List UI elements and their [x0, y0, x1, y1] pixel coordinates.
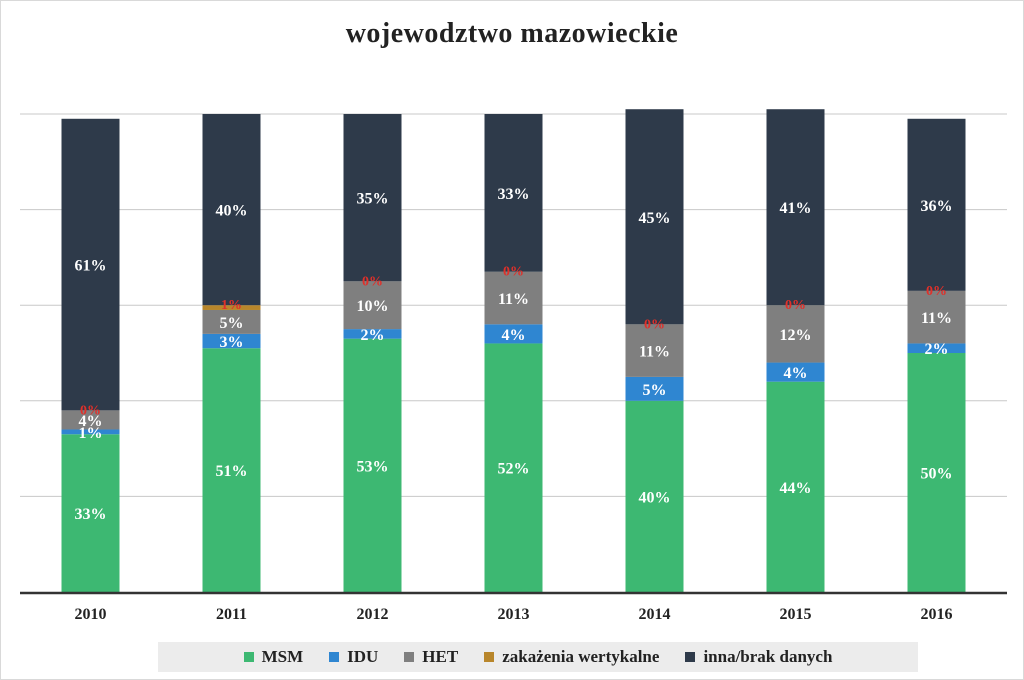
data-label: 4% [784, 365, 808, 382]
chart-title: wojewodztwo mazowieckie [345, 18, 679, 49]
data-label: 12% [780, 327, 812, 344]
data-label: 0% [362, 274, 383, 289]
legend-label: HET [422, 647, 459, 666]
bar-segment [625, 109, 684, 325]
bar-segment [484, 114, 543, 272]
legend-label: MSM [261, 647, 304, 666]
data-label: 52% [498, 461, 530, 478]
data-label: 33% [75, 506, 107, 523]
legend-swatch [329, 652, 340, 662]
legend-swatch [685, 652, 696, 662]
bar-segment [202, 114, 261, 306]
data-label: 61% [75, 258, 107, 275]
x-tick-label: 2012 [357, 606, 389, 623]
bar-segment [907, 290, 966, 344]
data-label: 2% [925, 341, 949, 358]
bar-segment [766, 109, 825, 306]
x-tick-label: 2010 [75, 606, 107, 623]
bar-segment [343, 338, 402, 592]
bar-segment [484, 271, 543, 325]
bar-segment [484, 324, 543, 344]
bar-segment [766, 305, 825, 363]
legend-swatch [404, 652, 415, 662]
legend-label: inna/brak danych [703, 647, 833, 666]
data-label: 45% [639, 210, 671, 227]
legend: MSM IDU HET zakażenia wertykalne inna/brak d… [158, 642, 918, 672]
data-label: 4% [79, 413, 103, 430]
data-label: 41% [780, 200, 812, 217]
bar-segment [61, 434, 120, 592]
data-label: 1% [79, 425, 103, 442]
x-tick-label: 2011 [216, 606, 247, 623]
bar-segment [625, 376, 684, 401]
bar-segment [625, 400, 684, 592]
data-label: 0% [926, 284, 947, 299]
data-label: 40% [216, 203, 248, 220]
legend-item: IDU [329, 647, 378, 667]
data-label: 10% [357, 298, 389, 315]
bar-segment [202, 348, 261, 592]
bar-segment [343, 114, 402, 282]
data-label: 1% [221, 298, 242, 313]
legend-item: inna/brak danych [685, 647, 832, 667]
data-label: 0% [644, 317, 665, 332]
bar-segment [61, 429, 120, 435]
data-label: 35% [357, 191, 389, 208]
data-label: 51% [216, 463, 248, 480]
bar-segment [343, 281, 402, 330]
bar-segment [907, 353, 966, 592]
legend-item: MSM [243, 647, 304, 667]
data-label: 5% [220, 315, 244, 332]
data-label: 0% [503, 265, 524, 280]
bar-segment [766, 381, 825, 592]
bar-segment [484, 343, 543, 592]
bar-segment [61, 118, 120, 411]
legend-label: zakażenia wertykalne [502, 647, 660, 666]
data-label: 44% [780, 480, 812, 497]
data-label: 2% [361, 327, 385, 344]
data-label: 11% [921, 310, 952, 327]
x-tick-label: 2016 [921, 606, 953, 623]
bar-segment [202, 305, 261, 310]
x-tick-label: 2015 [780, 606, 812, 623]
data-label: 33% [498, 186, 530, 203]
bar-segment [202, 333, 261, 349]
data-label: 5% [643, 382, 667, 399]
bar-segment [61, 410, 120, 430]
bar-segment [343, 329, 402, 339]
legend-swatch [243, 652, 254, 662]
bar-segment [907, 343, 966, 353]
data-label: 3% [220, 334, 244, 351]
legend-item: zakażenia wertykalne [484, 647, 659, 667]
data-label: 53% [357, 458, 389, 475]
data-label: 0% [785, 298, 806, 313]
x-tick-label: 2014 [639, 606, 671, 623]
legend-swatch [484, 652, 495, 662]
bar-segment [202, 309, 261, 334]
x-tick-label: 2013 [498, 606, 530, 623]
data-label: 4% [502, 327, 526, 344]
bar-segment [907, 118, 966, 291]
data-label: 0% [80, 403, 101, 418]
data-label: 40% [639, 489, 671, 506]
data-label: 11% [498, 291, 529, 308]
bar-segment [766, 362, 825, 382]
bar-segment [625, 324, 684, 377]
data-label: 11% [639, 344, 670, 361]
data-label: 50% [921, 466, 953, 483]
data-label: 36% [921, 198, 953, 215]
legend-label: IDU [347, 647, 379, 666]
legend-item: HET [404, 647, 458, 667]
